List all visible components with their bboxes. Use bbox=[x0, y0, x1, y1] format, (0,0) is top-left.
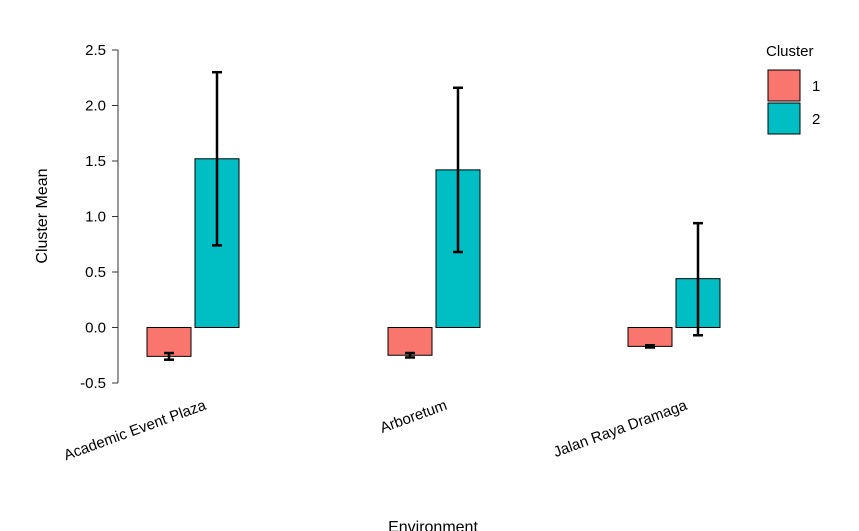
y-tick-label: 1.0 bbox=[85, 209, 106, 226]
legend-swatch-2 bbox=[767, 102, 801, 135]
x-tick-label: Arboretum bbox=[378, 397, 450, 437]
y-axis: -0.5 0.0 0.5 1.0 1.5 2.0 2.5 bbox=[80, 42, 119, 392]
y-tick-label: 2.0 bbox=[85, 98, 106, 115]
legend-swatch-1 bbox=[767, 69, 801, 102]
legend: Cluster 1 2 bbox=[766, 43, 820, 135]
x-axis-labels: Academic Event Plaza Arboretum Jalan Raya … bbox=[62, 397, 690, 465]
bar-1-2 bbox=[627, 327, 673, 347]
y-axis-title: Cluster Mean bbox=[34, 168, 51, 263]
bar-1-1 bbox=[387, 327, 433, 356]
x-tick-label: Jalan Raya Dramaga bbox=[551, 397, 690, 461]
y-tick-label: 0.0 bbox=[85, 320, 106, 337]
y-tick-label: 1.5 bbox=[85, 153, 106, 170]
x-tick-label: Academic Event Plaza bbox=[62, 397, 209, 465]
y-tick-label: 2.5 bbox=[85, 42, 106, 59]
x-axis-title: Environment bbox=[388, 519, 478, 531]
y-tick-label: 0.5 bbox=[85, 264, 106, 281]
bars-layer bbox=[146, 70, 721, 361]
y-tick-label: -0.5 bbox=[80, 375, 106, 392]
bar-1-0 bbox=[146, 327, 192, 357]
legend-title: Cluster bbox=[766, 43, 814, 60]
legend-label-2: 2 bbox=[812, 111, 820, 128]
legend-label-1: 1 bbox=[812, 78, 820, 95]
